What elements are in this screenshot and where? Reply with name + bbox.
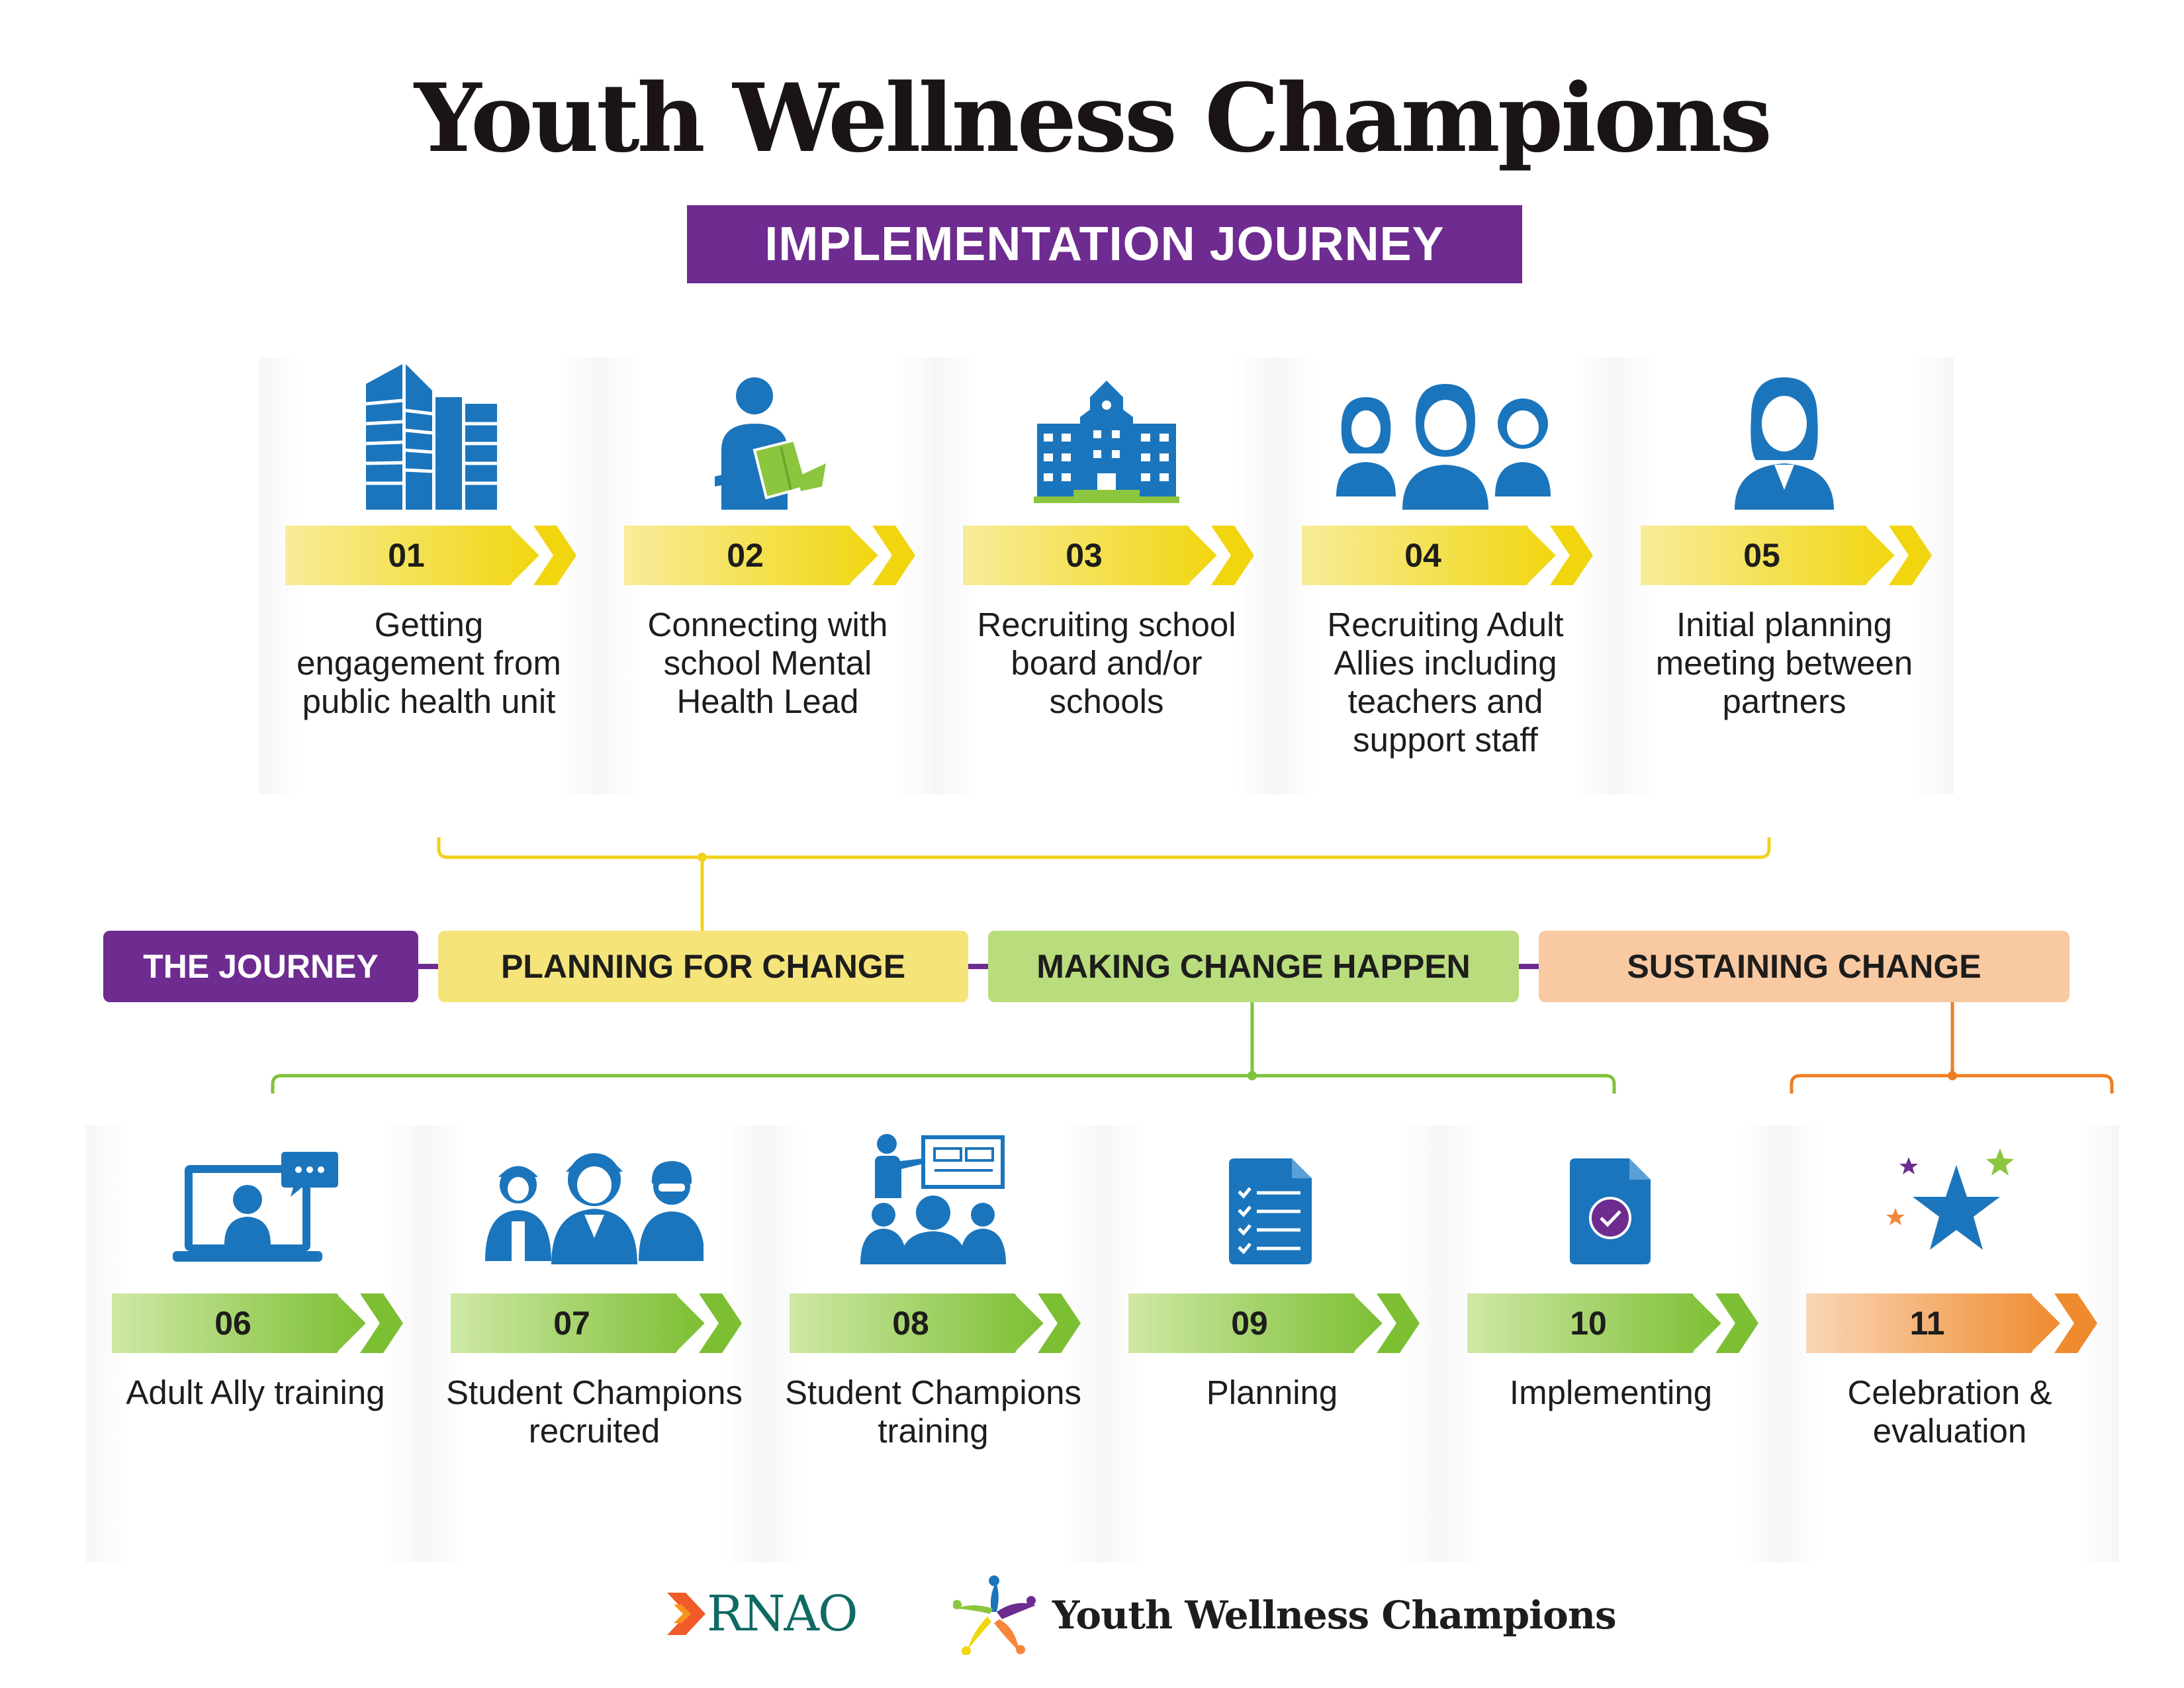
step-arrow-green: 07 bbox=[451, 1293, 742, 1353]
step-label: Celebration & evaluation bbox=[1847, 1374, 2052, 1450]
rnao-chevron-icon bbox=[667, 1593, 705, 1635]
page-subtitle: IMPLEMENTATION JOURNEY bbox=[687, 205, 1522, 283]
step-card-09: 09 Planning bbox=[1103, 1125, 1441, 1562]
step-number: 07 bbox=[553, 1305, 590, 1342]
step-label: Connecting with school Mental Health Lea… bbox=[647, 606, 888, 720]
page-title: Youth Wellness Champions bbox=[414, 64, 1772, 173]
person-reading-icon bbox=[598, 357, 937, 510]
phase-the-journey: THE JOURNEY bbox=[103, 931, 418, 1002]
step-card-01: 01 Getting engagement from public health… bbox=[259, 357, 598, 794]
step-label: Student Champions training bbox=[785, 1374, 1081, 1450]
phase-sustaining-change: SUSTAINING CHANGE bbox=[1539, 931, 2070, 1002]
step-arrow-yellow: 01 bbox=[285, 526, 576, 585]
presentation-audience-icon bbox=[764, 1125, 1103, 1264]
school-building-icon bbox=[937, 357, 1276, 510]
step-arrow-orange: 11 bbox=[1806, 1293, 2097, 1353]
step-card-04: 04 Recruiting Adult Allies including tea… bbox=[1276, 357, 1615, 794]
step-label: Recruiting school board and/or schools bbox=[977, 606, 1236, 720]
step-label: Implementing bbox=[1509, 1374, 1713, 1411]
step-arrow-green: 08 bbox=[790, 1293, 1081, 1353]
step-card-08: 08 Student Champions training bbox=[764, 1125, 1103, 1562]
students-group-icon bbox=[425, 1125, 764, 1264]
step-label: Adult Ally training bbox=[126, 1374, 385, 1411]
step-label: Recruiting Adult Allies including teache… bbox=[1327, 606, 1564, 759]
step-arrow-green: 09 bbox=[1128, 1293, 1420, 1353]
step-card-10: 10 Implementing bbox=[1441, 1125, 1780, 1562]
step-label: Student Champions recruited bbox=[446, 1374, 743, 1450]
step-arrow-green: 06 bbox=[112, 1293, 403, 1353]
step-card-02: 02 Connecting with school Mental Health … bbox=[598, 357, 937, 794]
step-number: 02 bbox=[727, 537, 764, 574]
step-arrow-yellow: 02 bbox=[624, 526, 915, 585]
step-arrow-yellow: 04 bbox=[1302, 526, 1593, 585]
celebration-stars-icon bbox=[1780, 1125, 2119, 1264]
group-of-adults-icon bbox=[1276, 357, 1615, 510]
step-arrow-green: 10 bbox=[1467, 1293, 1758, 1353]
rnao-logo: RNAO bbox=[667, 1585, 858, 1642]
step-number: 11 bbox=[1909, 1305, 1945, 1342]
step-number: 09 bbox=[1231, 1305, 1268, 1342]
phase-planning-for-change: PLANNING FOR CHANGE bbox=[438, 931, 968, 1002]
step-number: 10 bbox=[1570, 1305, 1607, 1342]
step-number: 04 bbox=[1404, 537, 1441, 574]
woman-professional-icon bbox=[1615, 357, 1954, 510]
step-number: 05 bbox=[1743, 537, 1780, 574]
ywc-logo-text: Youth Wellness Champions bbox=[1052, 1593, 1617, 1638]
ywc-star-people-icon bbox=[953, 1575, 1036, 1655]
rnao-logo-text: RNAO bbox=[707, 1585, 858, 1642]
phase-making-change-happen: MAKING CHANGE HAPPEN bbox=[988, 931, 1519, 1002]
laptop-video-call-icon bbox=[86, 1125, 425, 1264]
step-label: Getting engagement from public health un… bbox=[296, 606, 561, 720]
office-buildings-icon bbox=[259, 357, 598, 510]
step-label: Planning bbox=[1206, 1374, 1338, 1411]
approved-document-icon bbox=[1441, 1125, 1780, 1264]
ywc-logo: Youth Wellness Champions bbox=[953, 1575, 1617, 1655]
checklist-document-icon bbox=[1103, 1125, 1441, 1264]
step-card-07: 07 Student Champions recruited bbox=[425, 1125, 764, 1562]
step-number: 03 bbox=[1066, 537, 1103, 574]
step-number: 06 bbox=[214, 1305, 251, 1342]
step-card-11: 11 Celebration & evaluation bbox=[1780, 1125, 2119, 1562]
step-number: 08 bbox=[892, 1305, 929, 1342]
step-card-05: 05 Initial planning meeting between part… bbox=[1615, 357, 1954, 794]
step-card-06: 06 Adult Ally training bbox=[86, 1125, 425, 1562]
step-number: 01 bbox=[388, 537, 425, 574]
step-arrow-yellow: 05 bbox=[1641, 526, 1932, 585]
step-arrow-yellow: 03 bbox=[963, 526, 1254, 585]
step-card-03: 03 Recruiting school board and/or school… bbox=[937, 357, 1276, 794]
step-label: Initial planning meeting between partner… bbox=[1655, 606, 1913, 720]
